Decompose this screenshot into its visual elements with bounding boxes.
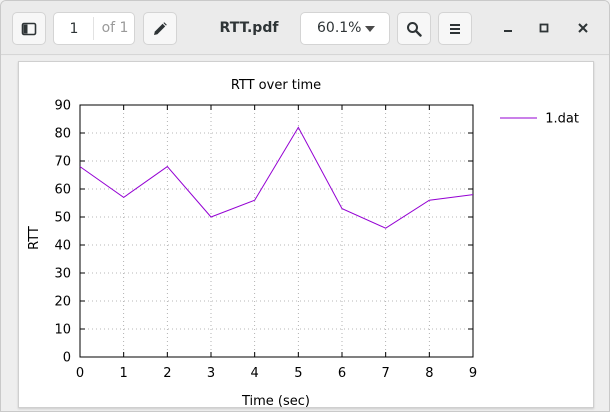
close-button[interactable] <box>570 15 596 41</box>
x-tick-label: 0 <box>76 366 84 381</box>
x-tick-label: 6 <box>338 366 346 381</box>
search-button[interactable] <box>397 12 431 45</box>
y-tick-label: 80 <box>54 127 71 142</box>
y-tick-label: 0 <box>63 351 71 366</box>
chart-gridlines <box>80 105 473 357</box>
annotate-button[interactable] <box>143 12 177 45</box>
minimize-icon <box>504 30 512 32</box>
chevron-down-icon <box>365 26 375 32</box>
sidebar-toggle-button[interactable] <box>12 12 46 45</box>
maximize-icon <box>539 23 549 33</box>
x-tick-label: 5 <box>294 366 302 381</box>
zoom-dropdown[interactable]: 60.1% <box>300 12 390 45</box>
y-tick-label: 90 <box>54 99 71 114</box>
x-tick-label: 9 <box>469 366 477 381</box>
maximize-button[interactable] <box>531 15 557 41</box>
document-title: RTT.pdf <box>219 20 279 36</box>
x-tick-label: 2 <box>163 366 171 381</box>
sidebar-icon <box>21 22 37 35</box>
page-separator <box>93 17 94 40</box>
chart-title: RTT over time <box>231 78 321 93</box>
search-icon <box>407 21 422 37</box>
hamburger-menu-icon <box>450 23 460 34</box>
chart-series <box>79 126 474 229</box>
page-total-label: of 1 <box>101 20 129 36</box>
close-icon <box>578 23 588 33</box>
x-tick-label: 1 <box>120 366 128 381</box>
header-bar: of 1 RTT.pdf 60.1% <box>1 1 609 55</box>
page-number-input[interactable] <box>54 13 94 44</box>
x-tick-label: 8 <box>425 366 433 381</box>
page-navigation: of 1 <box>53 12 135 45</box>
zoom-level: 60.1% <box>317 20 362 36</box>
x-tick-label: 7 <box>382 366 390 381</box>
x-tick-label: 4 <box>251 366 259 381</box>
y-tick-label: 20 <box>54 295 71 310</box>
y-tick-label: 30 <box>54 267 71 282</box>
y-tick-label: 50 <box>54 211 71 226</box>
x-axis-label: Time (sec) <box>241 394 310 409</box>
x-tick-label: 3 <box>207 366 215 381</box>
pdf-page: 0 1 2 3 4 5 6 7 8 9 0 10 20 30 40 50 60 70 80 90 RTT over t… <box>18 61 594 409</box>
legend-label: 1.dat <box>545 112 579 127</box>
y-tick-label: 70 <box>54 155 71 170</box>
chart-legend: 1.dat <box>500 112 579 127</box>
series-line-1.dat <box>79 126 474 229</box>
y-tick-label: 60 <box>54 183 71 198</box>
y-axis-label: RTT <box>27 226 42 250</box>
y-tick-label: 40 <box>54 239 71 254</box>
document-canvas[interactable]: 0 1 2 3 4 5 6 7 8 9 0 10 20 30 40 50 60 70 80 90 RTT over t… <box>1 56 609 411</box>
pencil-icon <box>154 21 167 35</box>
minimize-button[interactable] <box>495 15 521 41</box>
main-menu-button[interactable] <box>438 12 472 45</box>
plot-frame <box>79 104 474 358</box>
y-tick-label: 10 <box>54 323 71 338</box>
